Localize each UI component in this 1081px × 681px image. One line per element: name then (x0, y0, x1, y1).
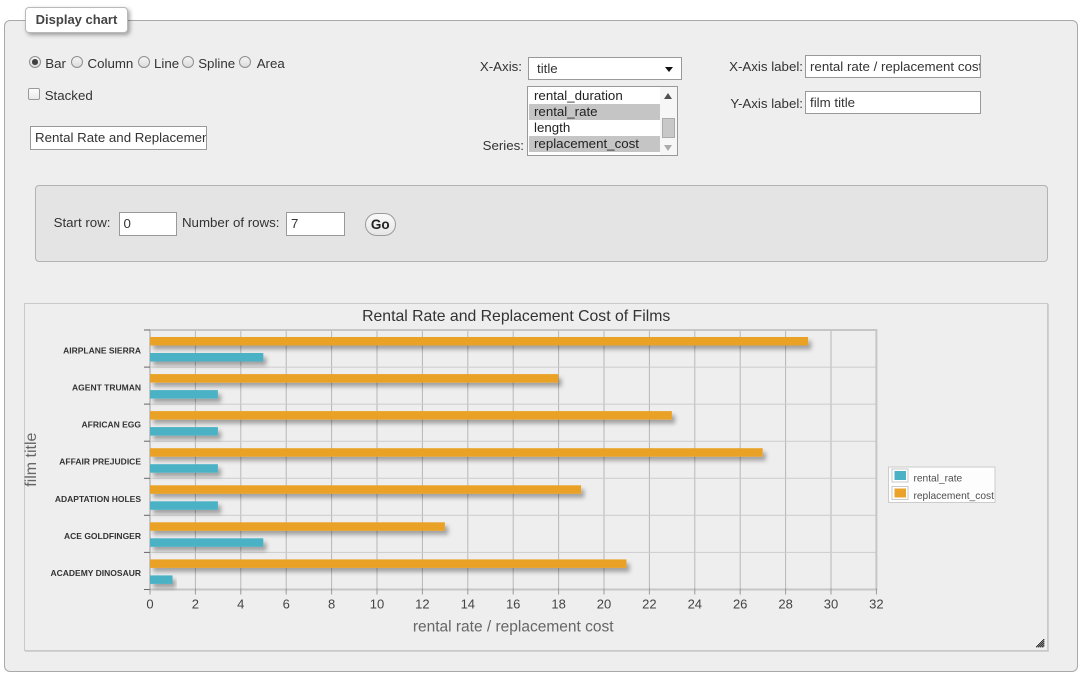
svg-text:Rental Rate and Replacement Co: Rental Rate and Replacement Cost of Film… (362, 308, 670, 325)
svg-text:AFFAIR PREJUDICE: AFFAIR PREJUDICE (59, 457, 141, 467)
svg-text:rental_rate: rental_rate (914, 474, 963, 485)
svg-text:10: 10 (370, 597, 384, 612)
svg-text:2: 2 (192, 597, 199, 612)
svg-text:rental rate / replacement cost: rental rate / replacement cost (413, 619, 614, 636)
svg-text:ACADEMY DINOSAUR: ACADEMY DINOSAUR (50, 568, 141, 578)
svg-text:AIRPLANE SIERRA: AIRPLANE SIERRA (63, 346, 141, 356)
svg-text:replacement_cost: replacement_cost (914, 491, 995, 502)
svg-text:18: 18 (551, 597, 565, 612)
svg-text:28: 28 (778, 597, 792, 612)
svg-text:24: 24 (688, 597, 702, 612)
svg-text:AFRICAN EGG: AFRICAN EGG (82, 420, 142, 430)
svg-text:26: 26 (733, 597, 747, 612)
svg-text:12: 12 (415, 597, 429, 612)
svg-text:ADAPTATION HOLES: ADAPTATION HOLES (55, 494, 141, 504)
svg-text:16: 16 (506, 597, 520, 612)
svg-text:32: 32 (869, 597, 883, 612)
svg-text:0: 0 (146, 597, 153, 612)
svg-text:4: 4 (237, 597, 244, 612)
svg-text:22: 22 (642, 597, 656, 612)
svg-text:6: 6 (283, 597, 290, 612)
svg-text:film title: film title (24, 432, 40, 486)
svg-text:ACE GOLDFINGER: ACE GOLDFINGER (64, 531, 141, 541)
svg-text:AGENT TRUMAN: AGENT TRUMAN (72, 383, 141, 393)
svg-text:30: 30 (824, 597, 838, 612)
svg-text:20: 20 (597, 597, 611, 612)
svg-text:8: 8 (328, 597, 335, 612)
svg-text:14: 14 (461, 597, 475, 612)
